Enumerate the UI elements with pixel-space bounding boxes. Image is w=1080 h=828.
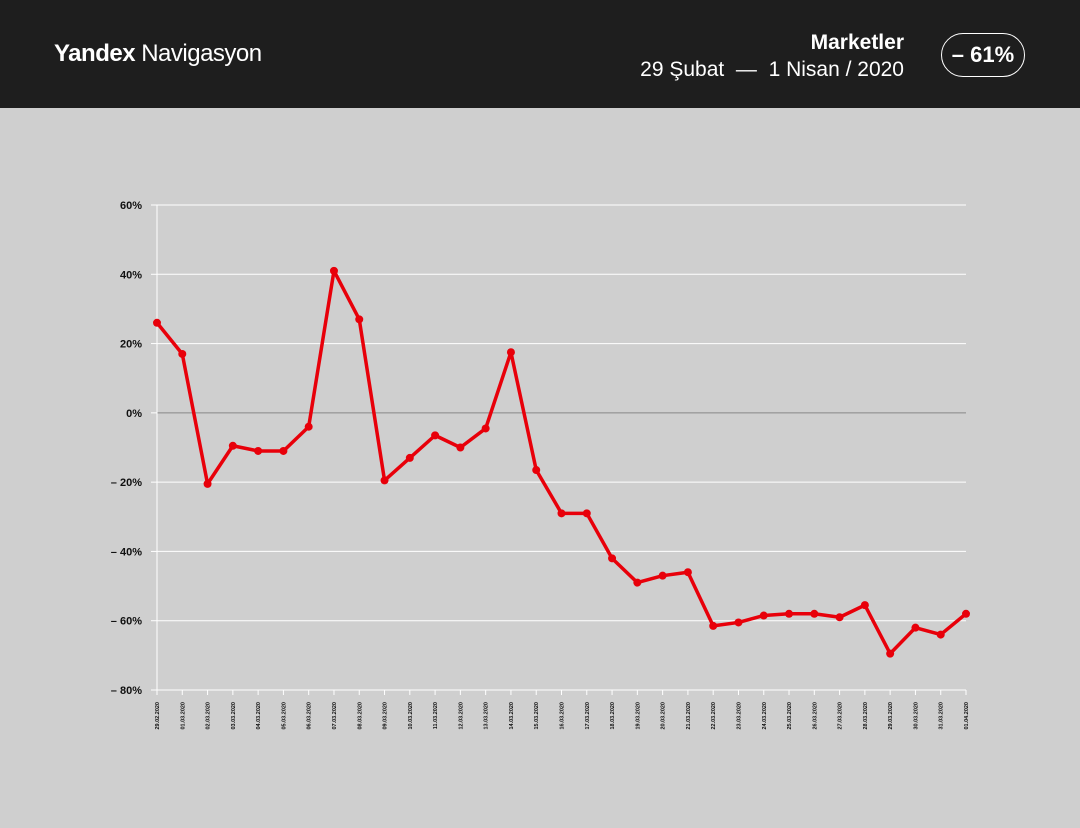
x-tick-label: 10.03.2020 — [408, 702, 414, 730]
x-tick-label: 05.03.2020 — [281, 702, 287, 730]
x-tick-label: 23.03.2020 — [736, 702, 742, 730]
brand-logo: Yandex Navigasyon — [54, 40, 262, 68]
y-tick-label: 20% — [120, 339, 142, 351]
x-tick-label: 06.03.2020 — [307, 702, 313, 730]
data-point — [304, 422, 313, 431]
data-point — [683, 568, 692, 577]
y-tick-label: – 60% — [111, 616, 142, 628]
data-point — [608, 554, 617, 563]
x-tick-label: 19.03.2020 — [635, 702, 641, 730]
date-range: 29 Şubat — 1 Nisan / 2020 — [640, 58, 904, 81]
data-point — [380, 476, 389, 485]
x-tick-label: 24.03.2020 — [762, 702, 768, 730]
x-tick-label: 13.03.2020 — [484, 702, 490, 730]
y-tick-label: 0% — [126, 408, 142, 420]
x-tick-label: 12.03.2020 — [458, 702, 464, 730]
data-point — [431, 431, 440, 440]
x-tick-label: 21.03.2020 — [686, 702, 692, 730]
brand-bold: Yandex — [54, 40, 136, 67]
y-tick-label: – 80% — [111, 685, 142, 697]
data-point — [456, 443, 465, 452]
x-tick-label: 01.03.2020 — [180, 702, 186, 730]
x-tick-label: 04.03.2020 — [256, 702, 262, 730]
data-point — [153, 318, 161, 327]
data-point — [228, 441, 237, 450]
x-tick-label: 03.03.2020 — [231, 702, 237, 730]
x-tick-label: 27.03.2020 — [838, 702, 844, 730]
x-tick-label: 02.03.2020 — [206, 702, 212, 730]
data-point — [279, 446, 288, 455]
change-badge: – 61% — [941, 33, 1025, 77]
x-tick-label: 17.03.2020 — [585, 702, 591, 730]
x-tick-label: 26.03.2020 — [812, 702, 818, 730]
data-point — [734, 618, 743, 627]
x-tick-label: 28.03.2020 — [863, 702, 869, 730]
data-point — [962, 609, 970, 618]
x-tick-label: 30.03.2020 — [913, 702, 919, 730]
data-point — [557, 509, 566, 518]
data-point — [709, 621, 718, 630]
data-point — [936, 630, 945, 639]
line-chart: 60% 40% 20% 0% – 20% – 40% – 60% – 80% 29.02.202… — [111, 200, 970, 730]
data-point — [759, 611, 768, 620]
data-point — [582, 509, 591, 518]
series-line — [155, 269, 968, 656]
data-point — [254, 446, 263, 455]
x-tick-label: 09.03.2020 — [383, 702, 389, 730]
data-point — [203, 479, 212, 488]
x-tick-label: 14.03.2020 — [509, 702, 515, 730]
data-point — [911, 623, 920, 632]
data-point — [405, 453, 414, 462]
data-point — [633, 578, 642, 587]
title-block: Marketler 29 Şubat — 1 Nisan / 2020 — [640, 30, 904, 84]
data-point — [481, 424, 490, 433]
x-tick-label: 11.03.2020 — [433, 702, 439, 729]
x-tick-label: 31.03.2020 — [939, 702, 945, 730]
y-tick-label: – 20% — [111, 477, 142, 489]
data-point — [860, 601, 869, 610]
y-tick-label: – 40% — [111, 546, 142, 558]
x-tick-label: 22.03.2020 — [711, 702, 717, 730]
y-tick-label: 60% — [120, 200, 142, 212]
data-point — [658, 571, 667, 580]
data-point — [355, 315, 364, 324]
data-point — [810, 609, 819, 618]
x-tick-label: 29.03.2020 — [888, 702, 894, 730]
x-tick-label: 18.03.2020 — [610, 702, 616, 730]
chart-title: Marketler — [810, 31, 904, 54]
x-tick-label: 01.04.2020 — [964, 702, 970, 730]
data-point — [785, 609, 794, 618]
x-tick-label: 25.03.2020 — [787, 702, 793, 730]
x-tick-label: 29.02.2020 — [155, 702, 161, 730]
data-point — [886, 649, 895, 658]
x-tick-label: 20.03.2020 — [661, 702, 667, 730]
data-point — [532, 466, 541, 475]
data-point — [178, 349, 187, 358]
x-tick-label: 07.03.2020 — [332, 702, 338, 730]
x-tick-label: 08.03.2020 — [357, 702, 363, 730]
x-tick-label: 16.03.2020 — [560, 702, 566, 730]
x-tick-label: 15.03.2020 — [534, 702, 540, 730]
data-point — [506, 348, 515, 357]
data-point — [835, 613, 844, 622]
y-tick-label: 40% — [120, 269, 142, 281]
data-point — [329, 266, 338, 275]
header: Yandex Navigasyon Marketler 29 Şubat — 1… — [0, 0, 1080, 108]
brand-light: Navigasyon — [141, 40, 262, 67]
